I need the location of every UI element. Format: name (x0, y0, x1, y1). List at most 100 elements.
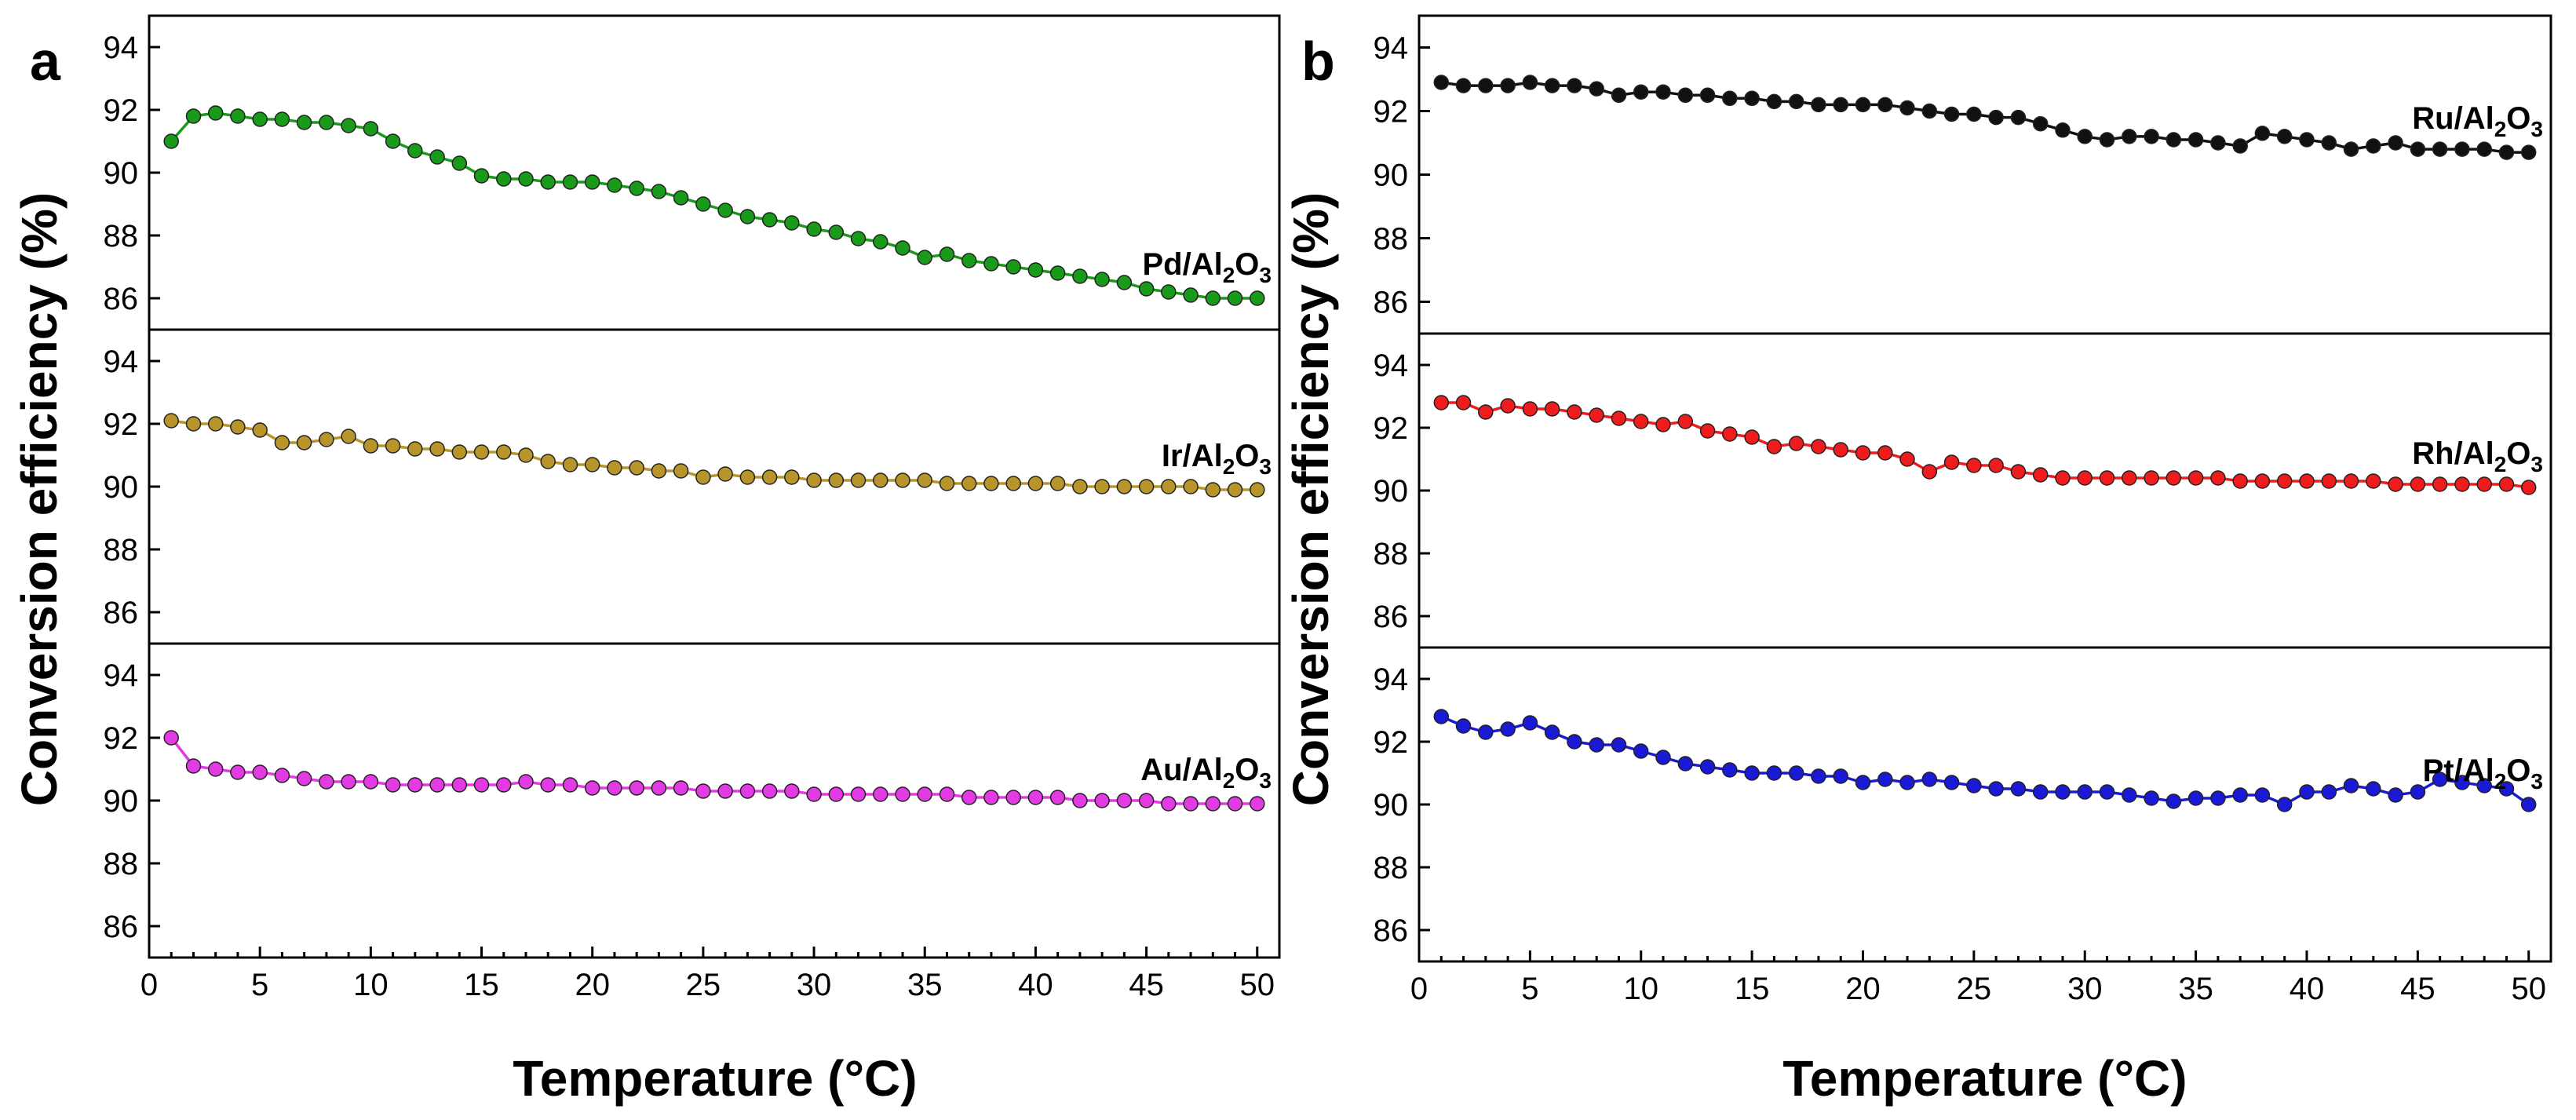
data-point (1227, 796, 1243, 812)
data-point (2454, 476, 2470, 492)
data-point (917, 250, 932, 265)
data-point (1138, 793, 1155, 808)
data-point (1478, 724, 1494, 740)
x-tick-label: 15 (1735, 972, 1770, 1006)
y-tick-label: 92 (1374, 95, 1409, 130)
data-point (1205, 482, 1221, 498)
y-tick-label: 88 (1374, 222, 1409, 257)
data-point (2077, 784, 2093, 800)
data-point (2520, 480, 2537, 495)
data-point (1833, 768, 1848, 784)
data-point (1811, 768, 1826, 784)
data-point (496, 171, 512, 187)
y-tick-label: 90 (104, 156, 139, 191)
data-point (562, 174, 578, 190)
data-point (673, 190, 689, 206)
data-point (385, 438, 401, 454)
data-point (1855, 445, 1871, 461)
data-point (1899, 775, 1915, 790)
data-point (1988, 781, 2004, 797)
data-point (1988, 109, 2004, 126)
data-point (363, 438, 379, 454)
data-point (917, 472, 932, 488)
data-point (983, 476, 999, 491)
data-point (1161, 796, 1177, 812)
data-point (1855, 775, 1871, 790)
data-point (1855, 97, 1871, 113)
data-point (850, 472, 867, 488)
data-point (1611, 410, 1627, 426)
data-point (1722, 426, 1738, 442)
data-point (2232, 787, 2248, 803)
data-point (2498, 781, 2515, 797)
data-point (2077, 129, 2093, 144)
series-label: Pt/Al2O3 (2423, 753, 2543, 793)
data-point (1611, 737, 1627, 753)
data-point (2055, 784, 2071, 800)
data-point (1699, 423, 1716, 439)
data-point (1005, 476, 1021, 491)
data-point (784, 783, 800, 799)
y-tick-label: 90 (1374, 788, 1409, 823)
data-point (473, 444, 490, 460)
x-tick-label: 5 (251, 968, 268, 1002)
data-point (407, 143, 423, 159)
data-point (1677, 87, 1694, 104)
data-point (1567, 78, 1582, 93)
data-point (1500, 398, 1516, 414)
data-point (1744, 90, 1760, 107)
data-point (1027, 262, 1044, 278)
data-point (1138, 281, 1155, 297)
data-point (1183, 479, 1199, 494)
data-point (2321, 784, 2337, 800)
data-point (540, 777, 556, 793)
series-label: Ir/Al2O3 (1162, 439, 1272, 479)
data-point (939, 246, 955, 262)
data-point (917, 786, 932, 802)
data-point (2254, 473, 2271, 489)
data-point (629, 181, 644, 196)
series-label: Au/Al2O3 (1140, 753, 1272, 793)
data-point (717, 466, 733, 482)
data-point (1811, 439, 1826, 454)
data-point (1899, 451, 1915, 467)
data-point (1943, 454, 1960, 470)
data-point (1500, 78, 1516, 93)
data-point (1633, 743, 1649, 759)
data-point (2410, 141, 2426, 157)
data-point (895, 472, 910, 488)
data-point (1183, 796, 1199, 812)
data-point (961, 790, 977, 805)
data-point (629, 460, 644, 476)
y-tick-label: 88 (1374, 851, 1409, 885)
data-point (1921, 772, 1938, 787)
data-point (1921, 103, 1938, 119)
data-point (1766, 93, 1782, 110)
data-point (961, 476, 977, 491)
data-point (2055, 470, 2071, 486)
data-point (1677, 756, 1694, 772)
data-point (341, 774, 356, 790)
data-point (828, 472, 845, 488)
data-point (1094, 793, 1110, 808)
data-point (1544, 401, 1560, 417)
data-point (2166, 132, 2182, 148)
data-point (1766, 439, 1782, 454)
data-point (1250, 482, 1265, 498)
data-point (2144, 790, 2159, 806)
data-point (2454, 775, 2470, 790)
data-point (207, 105, 224, 121)
data-point (983, 790, 999, 805)
data-point (961, 253, 977, 268)
y-tick-label: 86 (1374, 286, 1409, 320)
data-point (873, 786, 888, 802)
data-point (296, 115, 312, 130)
data-point (2254, 126, 2271, 141)
data-point (1943, 106, 1960, 122)
data-point (429, 441, 445, 457)
data-point (2144, 129, 2159, 144)
data-point (252, 422, 268, 438)
data-point (2410, 784, 2426, 800)
data-point (296, 435, 312, 451)
data-point (473, 168, 490, 184)
